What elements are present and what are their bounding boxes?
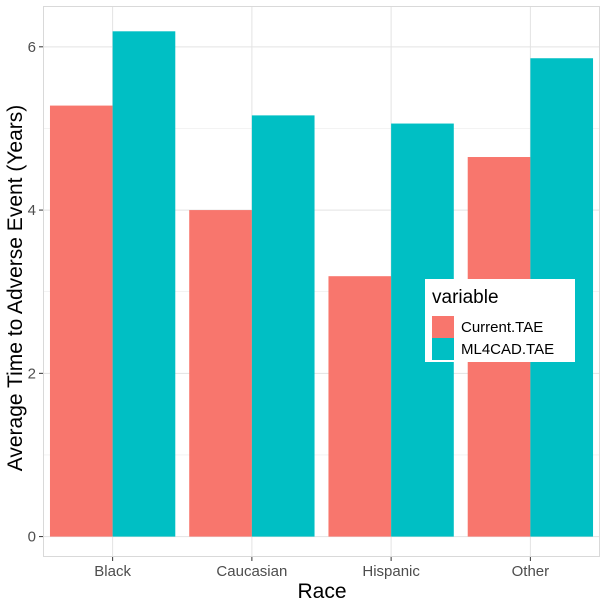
bar-current-tae-caucasian bbox=[189, 210, 252, 537]
legend-label: ML4CAD.TAE bbox=[461, 341, 554, 358]
x-tick-label: Other bbox=[512, 563, 550, 580]
bar-ml4cad-tae-caucasian bbox=[251, 115, 315, 537]
plot-border bbox=[43, 6, 600, 557]
bars bbox=[49, 31, 594, 537]
y-tick-label: 6 bbox=[28, 39, 36, 56]
x-axis-ticks: Black Caucasian Hispanic Other bbox=[94, 557, 549, 580]
bar-current-tae-black bbox=[49, 105, 113, 537]
x-tick-label: Caucasian bbox=[216, 563, 287, 580]
bar-ml4cad-tae-black bbox=[112, 31, 176, 537]
legend-key-ml4cad-tae bbox=[432, 338, 454, 360]
y-tick-label: 2 bbox=[28, 365, 36, 382]
x-tick-label: Hispanic bbox=[362, 563, 420, 580]
y-tick-label: 4 bbox=[28, 202, 36, 219]
x-tick-label: Black bbox=[94, 563, 131, 580]
bar-current-tae-hispanic bbox=[328, 276, 392, 537]
legend-items: Current.TAE ML4CAD.TAE bbox=[432, 316, 554, 360]
y-tick-label: 0 bbox=[28, 529, 36, 546]
legend-title: variable bbox=[432, 287, 499, 308]
y-axis-ticks: 0 2 4 6 bbox=[28, 39, 43, 546]
legend: variable Current.TAE ML4CAD.TAE bbox=[425, 279, 575, 362]
x-axis-title: Race bbox=[297, 580, 346, 603]
legend-key-current-tae bbox=[432, 316, 454, 338]
y-axis-title: Average Time to Adverse Event (Years) bbox=[4, 105, 27, 472]
legend-label: Current.TAE bbox=[461, 319, 543, 336]
